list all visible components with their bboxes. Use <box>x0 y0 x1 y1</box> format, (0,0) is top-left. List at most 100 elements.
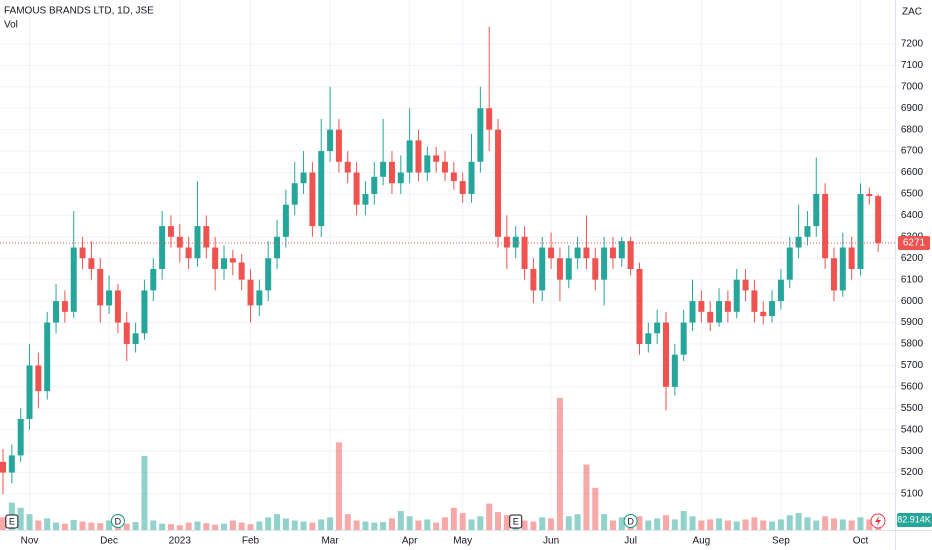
event-marker <box>110 514 125 528</box>
volume-bar <box>318 519 325 530</box>
candle-body <box>26 365 33 419</box>
volume-bar <box>601 514 608 530</box>
candle-body <box>0 461 6 473</box>
candle-body <box>689 301 696 323</box>
y-tick-label: 6100 <box>901 274 924 285</box>
volume-bar <box>786 515 793 530</box>
volume-bar <box>548 518 555 530</box>
x-tick-label: Apr <box>402 536 418 547</box>
candle-body <box>698 301 705 312</box>
candle-body <box>795 236 802 248</box>
candle-body <box>300 172 307 184</box>
volume-bar <box>442 517 448 530</box>
candle-body <box>760 311 767 317</box>
candle-body <box>397 172 404 184</box>
candle-body <box>618 241 625 259</box>
volume-bar <box>503 515 510 530</box>
candle-body <box>388 161 395 184</box>
x-tick-label: Aug <box>692 536 710 547</box>
volume-bar <box>0 517 6 530</box>
last-price-label: 6271 <box>903 238 926 249</box>
candle-body <box>468 161 475 194</box>
x-tick-label: Feb <box>242 536 260 547</box>
y-tick-label: 6400 <box>901 210 924 221</box>
x-tick-label: Mar <box>321 536 339 547</box>
candle-body <box>503 236 510 248</box>
y-tick-label: 5200 <box>901 467 924 478</box>
candle-body <box>565 258 572 280</box>
volume-bar <box>477 516 484 530</box>
volume-bar <box>742 519 749 530</box>
volume-bar <box>663 515 669 530</box>
event-marker <box>623 514 638 528</box>
volume-bar <box>654 518 661 530</box>
candle-body <box>44 322 51 392</box>
x-tick-label: 2023 <box>169 536 192 547</box>
volume-bar <box>822 516 829 530</box>
candle-body <box>362 193 369 205</box>
event-marker <box>509 514 523 529</box>
candle-body <box>442 161 448 173</box>
last-volume-badge <box>897 513 932 527</box>
volume-bar <box>300 521 307 530</box>
volume-bar <box>291 520 298 530</box>
volume-bar <box>35 520 42 530</box>
y-tick-label: 5700 <box>901 360 924 371</box>
candle-body <box>663 322 669 387</box>
volume-bar <box>17 507 24 530</box>
volume-bar <box>813 520 820 530</box>
volume-bar <box>88 522 95 530</box>
volume-bar <box>636 516 643 530</box>
volume-bar <box>424 519 431 530</box>
y-tick-label: 5100 <box>901 489 924 500</box>
replay-icon[interactable] <box>870 513 886 529</box>
volume-bar <box>141 456 148 530</box>
candle-body <box>141 290 148 334</box>
volume-bar <box>406 516 413 530</box>
candle-body <box>176 236 183 248</box>
volume-bar <box>609 520 616 530</box>
axes: 5100 5200 5300 5400 5500 5600 5700 5800 5900 6000… <box>0 39 932 547</box>
candle-body <box>132 333 139 344</box>
event-label: D <box>627 516 634 526</box>
volume-bar <box>645 520 652 530</box>
volume-bar <box>698 520 705 530</box>
candle-body <box>857 193 864 269</box>
volume-title: Vol <box>4 20 18 31</box>
candle-body <box>583 247 590 259</box>
volume-bar <box>397 510 404 530</box>
candle-body <box>751 290 758 312</box>
volume-bar <box>380 522 387 530</box>
candle-body <box>459 181 466 194</box>
y-tick-label: 5800 <box>901 339 924 350</box>
volume-bar <box>459 513 466 530</box>
candle-body <box>680 322 687 355</box>
volume-bar <box>53 522 60 530</box>
candle-body <box>742 279 749 291</box>
candle-body <box>450 172 457 182</box>
candle-body <box>415 140 422 173</box>
volume-bar <box>362 521 369 530</box>
candle-body <box>221 258 227 269</box>
volume-bar <box>521 520 528 530</box>
volume-bar <box>221 523 227 530</box>
candle-body <box>724 301 731 312</box>
volume-bar <box>123 523 130 530</box>
candle-body <box>627 241 634 269</box>
candle-body <box>671 354 678 387</box>
candle-body <box>521 236 528 269</box>
candle-body <box>495 129 502 237</box>
volume-bar <box>44 518 51 530</box>
y-tick-label: 5500 <box>901 403 924 414</box>
candle-body <box>159 226 166 269</box>
x-tick-label: Sep <box>772 536 790 547</box>
volume-bar <box>26 514 33 530</box>
candle-body <box>539 247 546 291</box>
volume-bar <box>132 522 139 530</box>
volume-bar <box>689 516 696 530</box>
volume-bar <box>539 517 546 530</box>
x-tick-label: Dec <box>100 536 118 547</box>
volume-bar <box>795 513 802 530</box>
candle-body <box>344 161 351 173</box>
candle-body <box>106 290 113 306</box>
